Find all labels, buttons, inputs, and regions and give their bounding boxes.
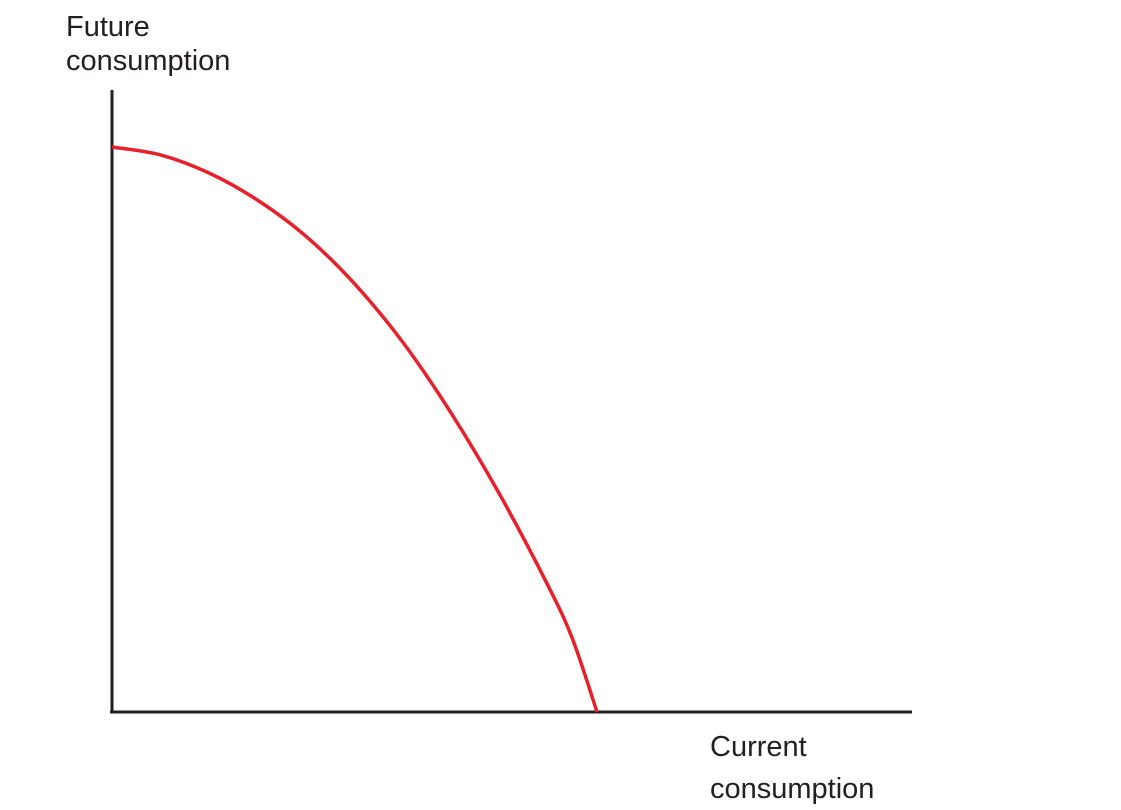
axes [110,90,912,714]
y-axis-label: Future consumption [66,11,230,77]
ppf-curve-series-0 [111,145,599,713]
series-group [111,145,599,713]
x-axis-label-line-1: Current [710,731,807,763]
y-axis-label-line-1: Future [66,11,150,43]
x-axis-label-line-2: consumption [710,773,874,805]
x-axis-label: Current consumption [710,731,874,805]
y-axis-label-line-2: consumption [66,45,230,77]
